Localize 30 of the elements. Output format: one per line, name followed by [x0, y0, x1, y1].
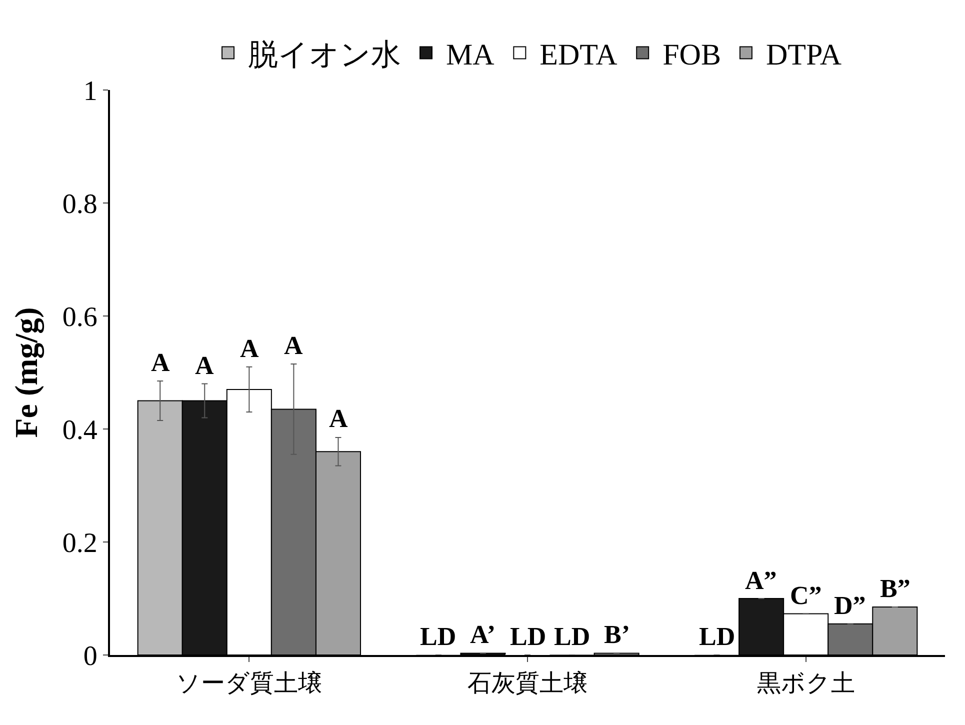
data-label: A: [151, 348, 170, 377]
legend-label: EDTA: [540, 38, 618, 72]
x-tick-label: ソーダ質土壌: [176, 668, 322, 697]
data-label: A: [240, 334, 259, 363]
data-label: A”: [745, 566, 777, 595]
legend-label: DTPA: [766, 38, 842, 72]
data-label: C”: [790, 581, 822, 610]
data-label: LD: [554, 622, 590, 651]
y-tick-label: 0.8: [62, 188, 98, 220]
x-tick-label: 石灰質土壌: [468, 668, 588, 697]
data-label: B’: [604, 620, 630, 649]
legend-label: MA: [446, 38, 495, 72]
data-label: A: [284, 331, 303, 360]
data-label: LD: [420, 622, 456, 651]
y-tick-label: 0.2: [62, 528, 98, 559]
x-tick-label: 黒ボク土: [756, 668, 855, 697]
y-tick-label: 0: [83, 640, 98, 672]
legend-label: FOB: [662, 38, 721, 72]
legend-label: 脱イオン水: [248, 38, 401, 72]
data-label: B”: [880, 574, 910, 603]
data-label: D”: [834, 591, 866, 620]
data-label: LD: [699, 622, 736, 651]
data-label: A: [329, 404, 348, 433]
y-tick-label: 1: [83, 76, 98, 107]
y-axis-title: Fe (mg/g): [8, 307, 46, 438]
y-tick-label: 0.6: [62, 302, 98, 333]
data-label: LD: [510, 622, 546, 651]
data-label: A’: [470, 620, 496, 649]
data-label: A: [195, 351, 214, 380]
y-tick-label: 0.4: [62, 414, 98, 446]
